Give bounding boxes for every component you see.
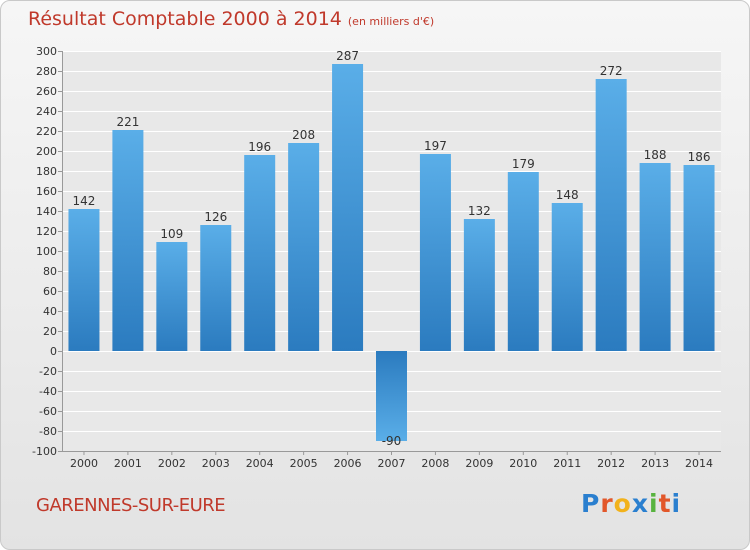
value-label: 186 [688, 150, 711, 164]
value-label: 142 [73, 194, 96, 208]
logo-letter: o [613, 489, 632, 518]
x-tick-label: 2004 [246, 457, 274, 470]
y-tick-label: 20 [43, 325, 57, 338]
value-label: 197 [424, 139, 447, 153]
bar-2000 [68, 209, 100, 351]
x-tick-label: 2007 [378, 457, 406, 470]
x-tick-label: 2008 [421, 457, 449, 470]
value-label: 126 [204, 210, 227, 224]
value-label: 109 [160, 227, 183, 241]
y-tick-label: 0 [50, 345, 57, 358]
bar-2010 [507, 172, 539, 351]
bar-2002 [156, 242, 188, 351]
y-tick-label: 140 [36, 205, 57, 218]
value-label: 132 [468, 204, 491, 218]
y-tick-label: 160 [36, 185, 57, 198]
y-tick-label: 260 [36, 85, 57, 98]
bar-2011 [551, 203, 583, 351]
y-tick-label: -60 [39, 405, 57, 418]
x-tick-label: 2003 [202, 457, 230, 470]
y-tick-label: 60 [43, 285, 57, 298]
bar-2013 [639, 163, 671, 351]
chart-unit: (en milliers d'€) [347, 15, 435, 28]
x-tick-label: 2012 [597, 457, 625, 470]
value-label: 272 [600, 64, 623, 78]
y-tick-label: 100 [36, 245, 57, 258]
value-label: 196 [248, 140, 271, 154]
x-tick-label: 2010 [509, 457, 537, 470]
y-tick-label: 80 [43, 265, 57, 278]
y-tick-label: -80 [39, 425, 57, 438]
logo-letter: i [649, 489, 659, 518]
bar-2008 [419, 154, 451, 351]
y-tick-label: 220 [36, 125, 57, 138]
value-label: -90 [382, 434, 402, 448]
x-tick-label: 2001 [114, 457, 142, 470]
bar-2007 [376, 351, 407, 441]
city-name: GARENNES-SUR-EURE [36, 495, 226, 516]
value-label: 287 [336, 49, 359, 63]
x-tick-label: 2009 [465, 457, 493, 470]
x-tick-label: 2014 [685, 457, 713, 470]
y-tick-label: 180 [36, 165, 57, 178]
y-tick-label: -40 [39, 385, 57, 398]
x-tick-label: 2002 [158, 457, 186, 470]
y-tick-label: 40 [43, 305, 57, 318]
bar-2001 [112, 130, 144, 351]
y-tick-label: 240 [36, 105, 57, 118]
y-tick-label: -100 [32, 445, 57, 458]
y-tick-label: -20 [39, 365, 57, 378]
y-tick-label: 120 [36, 225, 57, 238]
chart-title: Résultat Comptable 2000 à 2014 (en millie… [28, 8, 434, 30]
y-tick-label: 300 [36, 45, 57, 58]
value-label: 208 [292, 128, 315, 142]
value-label: 148 [556, 188, 579, 202]
logo-letter: r [600, 489, 614, 518]
x-tick-label: 2005 [290, 457, 318, 470]
bar-2006 [332, 64, 364, 351]
value-label: 221 [116, 115, 139, 129]
y-tick-label: 200 [36, 145, 57, 158]
value-label: 188 [644, 148, 667, 162]
x-tick-label: 2006 [334, 457, 362, 470]
logo-letter: x [631, 489, 649, 518]
bar-2014 [683, 165, 715, 351]
x-tick-label: 2013 [641, 457, 669, 470]
logo-letter: t [658, 489, 672, 518]
bar-2004 [244, 155, 276, 351]
bar-2005 [288, 143, 320, 351]
value-label: 179 [512, 157, 535, 171]
bar-2009 [463, 219, 495, 351]
x-tick-label: 2011 [553, 457, 581, 470]
x-tick-label: 2000 [70, 457, 98, 470]
proxiti-logo[interactable]: Proxiti [581, 489, 681, 518]
bar-2012 [595, 79, 627, 351]
y-tick-label: 280 [36, 65, 57, 78]
logo-letter: i [671, 489, 682, 518]
bar-2003 [200, 225, 232, 351]
logo-letter: P [581, 489, 601, 518]
chart-title-text: Résultat Comptable 2000 à 2014 [28, 8, 342, 30]
